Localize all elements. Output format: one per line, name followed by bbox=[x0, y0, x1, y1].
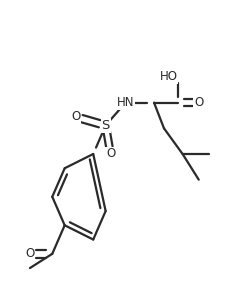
Text: O: O bbox=[71, 110, 80, 123]
Text: HN: HN bbox=[116, 96, 134, 109]
Text: HO: HO bbox=[159, 71, 177, 84]
Text: O: O bbox=[106, 147, 115, 160]
Text: S: S bbox=[101, 119, 110, 132]
Text: O: O bbox=[193, 96, 202, 109]
Text: O: O bbox=[25, 247, 34, 260]
